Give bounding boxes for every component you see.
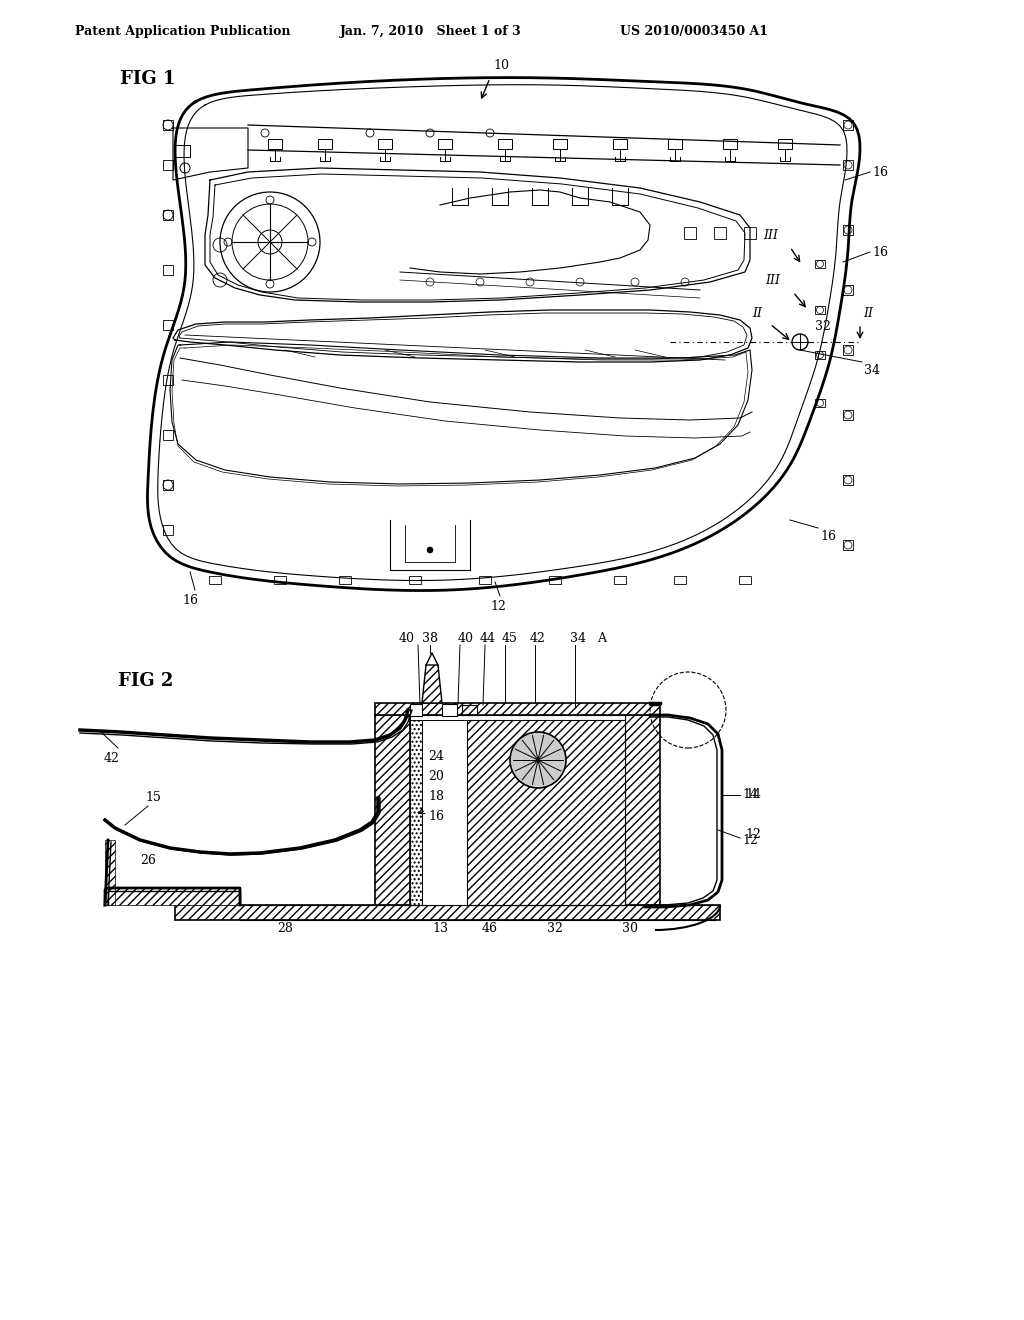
Text: 12: 12 <box>742 833 758 846</box>
Text: 44: 44 <box>480 632 496 645</box>
Polygon shape <box>105 840 115 906</box>
Text: 16: 16 <box>872 246 888 259</box>
Text: 18: 18 <box>428 789 444 803</box>
Text: 12: 12 <box>490 601 506 612</box>
Text: 42: 42 <box>104 752 120 766</box>
Text: A: A <box>597 632 606 645</box>
Text: 20: 20 <box>428 770 443 783</box>
Text: 12: 12 <box>745 829 761 842</box>
Text: 30: 30 <box>622 921 638 935</box>
Text: 15: 15 <box>145 791 161 804</box>
Text: 34: 34 <box>864 364 880 378</box>
Text: III: III <box>765 275 780 286</box>
Polygon shape <box>422 719 467 906</box>
Text: 16: 16 <box>182 594 198 607</box>
Text: 16: 16 <box>428 810 444 822</box>
Polygon shape <box>442 704 457 715</box>
Text: Patent Application Publication: Patent Application Publication <box>75 25 291 38</box>
Polygon shape <box>410 715 625 906</box>
Text: 14: 14 <box>742 788 758 801</box>
Text: III: III <box>763 228 778 242</box>
Text: 28: 28 <box>278 921 293 935</box>
Text: 40: 40 <box>399 632 415 645</box>
Polygon shape <box>375 715 410 906</box>
Text: 13: 13 <box>432 921 449 935</box>
Text: II: II <box>863 308 873 319</box>
Polygon shape <box>422 665 442 704</box>
Text: FIG 2: FIG 2 <box>118 672 173 690</box>
Polygon shape <box>467 719 625 906</box>
Text: 32: 32 <box>815 319 830 333</box>
Text: 46: 46 <box>482 921 498 935</box>
Circle shape <box>510 733 566 788</box>
Text: II: II <box>752 308 762 319</box>
Text: 10: 10 <box>493 59 509 73</box>
Text: 38: 38 <box>422 632 438 645</box>
Text: 32: 32 <box>547 921 563 935</box>
Polygon shape <box>108 888 240 906</box>
Polygon shape <box>625 715 660 906</box>
Text: 16: 16 <box>820 531 836 543</box>
Text: 26: 26 <box>140 854 156 866</box>
Text: 42: 42 <box>530 632 546 645</box>
Polygon shape <box>410 704 422 715</box>
Text: 24: 24 <box>428 750 443 763</box>
Text: 40: 40 <box>458 632 474 645</box>
Polygon shape <box>375 704 660 715</box>
Polygon shape <box>175 906 720 920</box>
Text: 16: 16 <box>872 165 888 178</box>
Text: US 2010/0003450 A1: US 2010/0003450 A1 <box>620 25 768 38</box>
Circle shape <box>427 546 433 553</box>
Text: 45: 45 <box>502 632 518 645</box>
Text: FIG 1: FIG 1 <box>120 70 175 88</box>
Text: 34: 34 <box>570 632 586 645</box>
Polygon shape <box>410 719 422 906</box>
Text: 14: 14 <box>745 788 761 801</box>
Text: Jan. 7, 2010   Sheet 1 of 3: Jan. 7, 2010 Sheet 1 of 3 <box>340 25 521 38</box>
